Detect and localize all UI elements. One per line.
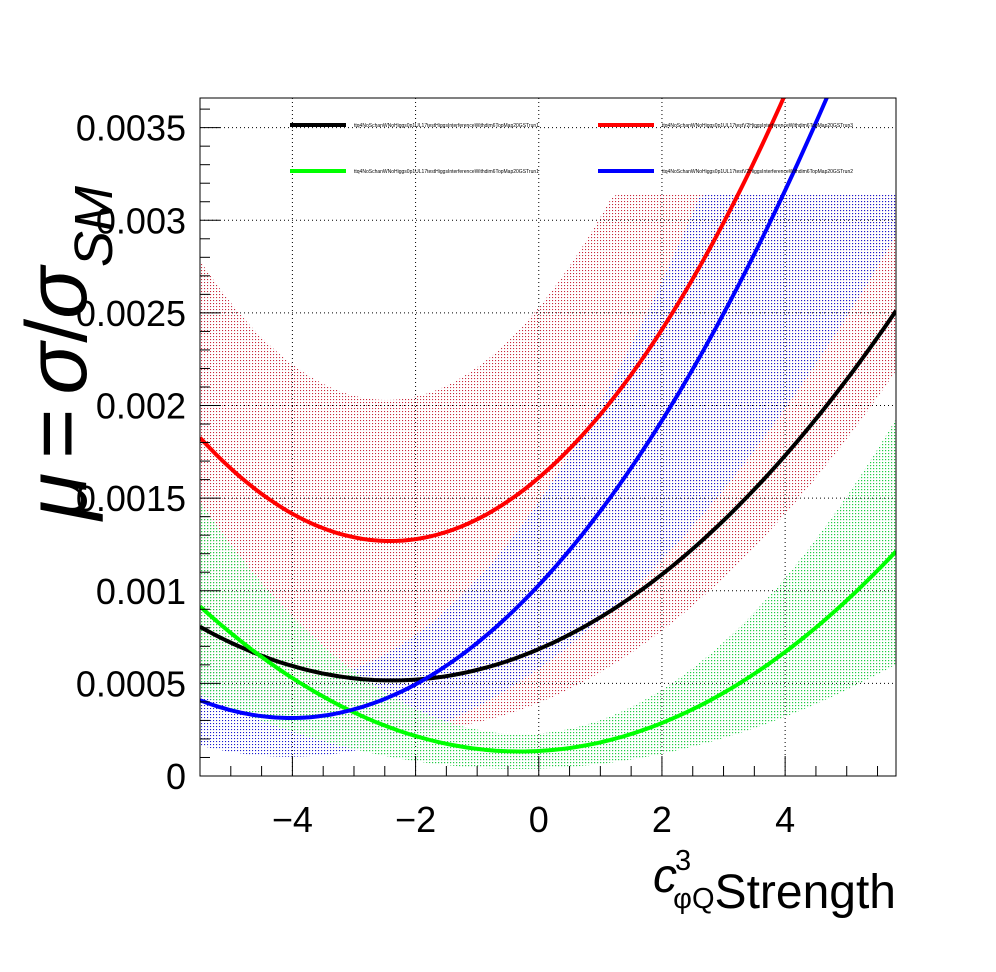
legend-label: ttq4NoSchanWNoHiggs0p1UL17testV2HiggsInt… [662, 123, 853, 129]
x-axis-title: c3 φQStrength [653, 845, 896, 919]
y-axis-sigma-sm: σ [9, 264, 105, 319]
y-tick-label: 0.003 [96, 200, 186, 241]
series-line-3 [200, 98, 829, 720]
x-tick-label: 2 [652, 799, 672, 840]
x-axis-superscript: 3 [675, 845, 691, 877]
y-axis-title: μ=σ/σSM [9, 186, 124, 522]
gridlines [200, 98, 896, 776]
x-tick-label: −2 [395, 799, 436, 840]
y-tick-label: 0.0035 [76, 108, 186, 149]
x-axis-subscript: φQ [673, 883, 714, 915]
y-axis-subscript: SM [64, 186, 124, 267]
legend-label: ttq4NoSchanWNoHiggs0p1UL17testV2HiggsInt… [662, 169, 853, 175]
series-curves [200, 98, 896, 754]
plot-frame [199, 97, 897, 777]
y-axis-slash: / [9, 319, 105, 343]
x-tick-label: 4 [775, 799, 795, 840]
x-tick-label: 0 [529, 799, 549, 840]
series-line-0 [200, 309, 896, 683]
x-axis-symbol: c [653, 850, 677, 903]
y-tick-label: 0.002 [96, 386, 186, 427]
legend: ttq4NoSchanWNoHiggs0p1UL17testHiggsInter… [290, 123, 853, 175]
legend-label: ttq4NoSchanWNoHiggs0p1UL17testHiggsInter… [354, 169, 539, 175]
legend-label: ttq4NoSchanWNoHiggs0p1UL17testHiggsInter… [354, 123, 539, 129]
series-line-1 [200, 98, 786, 543]
band-series-2 [200, 418, 896, 769]
x-axis-label-text: Strength [715, 866, 896, 919]
x-tick-labels: −4 −2 0 2 4 [272, 799, 795, 840]
y-tick-label: 0 [166, 756, 186, 797]
band-series-3 [200, 194, 896, 757]
y-tick-label: 0.0015 [76, 478, 186, 519]
series-line-2 [200, 550, 896, 754]
y-axis-mu: μ [9, 473, 105, 522]
x-tick-label: −4 [272, 799, 313, 840]
y-tick-label: 0.0005 [76, 663, 186, 704]
y-axis-sigma: σ [9, 340, 105, 395]
y-axis-eq: = [9, 409, 105, 459]
y-tick-labels: 0 0.0005 0.001 0.0015 0.002 0.0025 0.003 0.0035 [76, 108, 186, 797]
axis-ticks [199, 108, 879, 777]
y-tick-label: 0.001 [96, 571, 186, 612]
uncertainty-bands [200, 194, 896, 769]
svg-text:μ=σ/σSM: μ=σ/σSM [9, 186, 124, 522]
y-tick-label: 0.0025 [76, 293, 186, 334]
